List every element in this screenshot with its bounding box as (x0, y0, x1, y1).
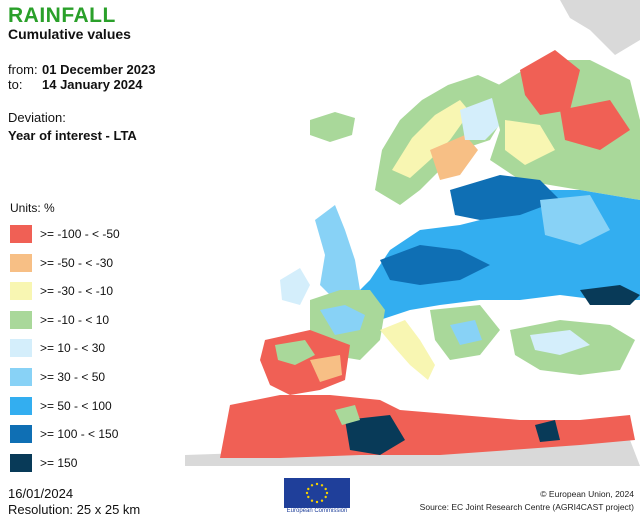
legend-label: >= -50 - < -30 (40, 255, 114, 270)
footer-info: 16/01/2024 Resolution: 25 x 25 km (8, 486, 140, 518)
legend-swatch (10, 339, 32, 358)
legend-swatch (10, 396, 32, 415)
copyright-text: © European Union, 2024 (540, 489, 634, 499)
legend: Units: % >= -100 - < -50 >= -50 - < -30 >=… (10, 201, 120, 478)
legend-swatch (10, 310, 32, 329)
legend-item: >= 150 (10, 450, 120, 476)
legend-label: >= 30 - < 50 (40, 369, 106, 384)
russia-north (490, 50, 640, 200)
from-label: from: (8, 62, 38, 77)
legend-swatch (10, 253, 32, 272)
legend-label: >= -10 - < 10 (40, 312, 110, 327)
source-text: Source: EC Joint Research Centre (AGRI4C… (419, 502, 634, 512)
central-eastern-europe (350, 175, 640, 320)
european-commission-logo: European Commission (284, 478, 350, 522)
to-date: 14 January 2024 (42, 77, 143, 92)
deviation-label: Deviation: (8, 110, 66, 125)
issue-date: 16/01/2024 (8, 486, 74, 501)
legend-swatch (10, 282, 32, 301)
legend-swatch (10, 453, 32, 472)
great-britain-shape (315, 205, 360, 300)
british-isles (280, 205, 360, 305)
eu-stars-icon (305, 482, 329, 504)
legend-label: >= 150 (40, 455, 78, 470)
scandinavia (375, 75, 508, 205)
legend-item: >= 10 - < 30 (10, 335, 120, 361)
italy-balkans (380, 305, 500, 380)
legend-item: >= -10 - < 10 (10, 307, 120, 333)
from-date: 01 December 2023 (42, 62, 156, 77)
legend-item: >= -30 - < -10 (10, 278, 120, 304)
legend-swatch (10, 425, 32, 444)
greenland-shape (560, 0, 640, 55)
resolution-text: Resolution: 25 x 25 km (8, 502, 141, 517)
legend-item: >= 100 - < 150 (10, 421, 120, 447)
logo-caption: European Commission (286, 508, 348, 514)
deviation-value: Year of interest - LTA (8, 128, 137, 143)
map-subtitle: Cumulative values (8, 26, 131, 42)
legend-label: >= -30 - < -10 (40, 284, 114, 299)
legend-label: >= 50 - < 100 (40, 398, 112, 413)
turkey (510, 320, 635, 375)
legend-item: >= 30 - < 50 (10, 364, 120, 390)
to-label: to: (8, 77, 23, 92)
iceland-shape (310, 112, 355, 142)
legend-item: >= -50 - < -30 (10, 250, 120, 276)
period-block: from: 01 December 2023 to: 14 January 2024 (8, 62, 155, 92)
legend-swatch (10, 367, 32, 386)
eu-flag-icon (284, 478, 350, 508)
credits: © European Union, 2024 Source: EC Joint … (420, 488, 634, 514)
north-africa (220, 395, 635, 458)
legend-swatch (10, 225, 32, 243)
iberia (260, 330, 350, 395)
legend-item: >= -100 - < -50 (10, 221, 120, 247)
legend-item: >= 50 - < 100 (10, 393, 120, 419)
legend-label: >= 100 - < 150 (40, 427, 119, 442)
legend-label: >= 10 - < 30 (40, 341, 106, 356)
map-title: RAINFALL (8, 4, 116, 27)
legend-label: >= -100 - < -50 (40, 227, 120, 241)
ireland-shape (280, 268, 310, 305)
europe-rainfall-map (185, 0, 640, 466)
legend-units: Units: % (10, 201, 55, 215)
